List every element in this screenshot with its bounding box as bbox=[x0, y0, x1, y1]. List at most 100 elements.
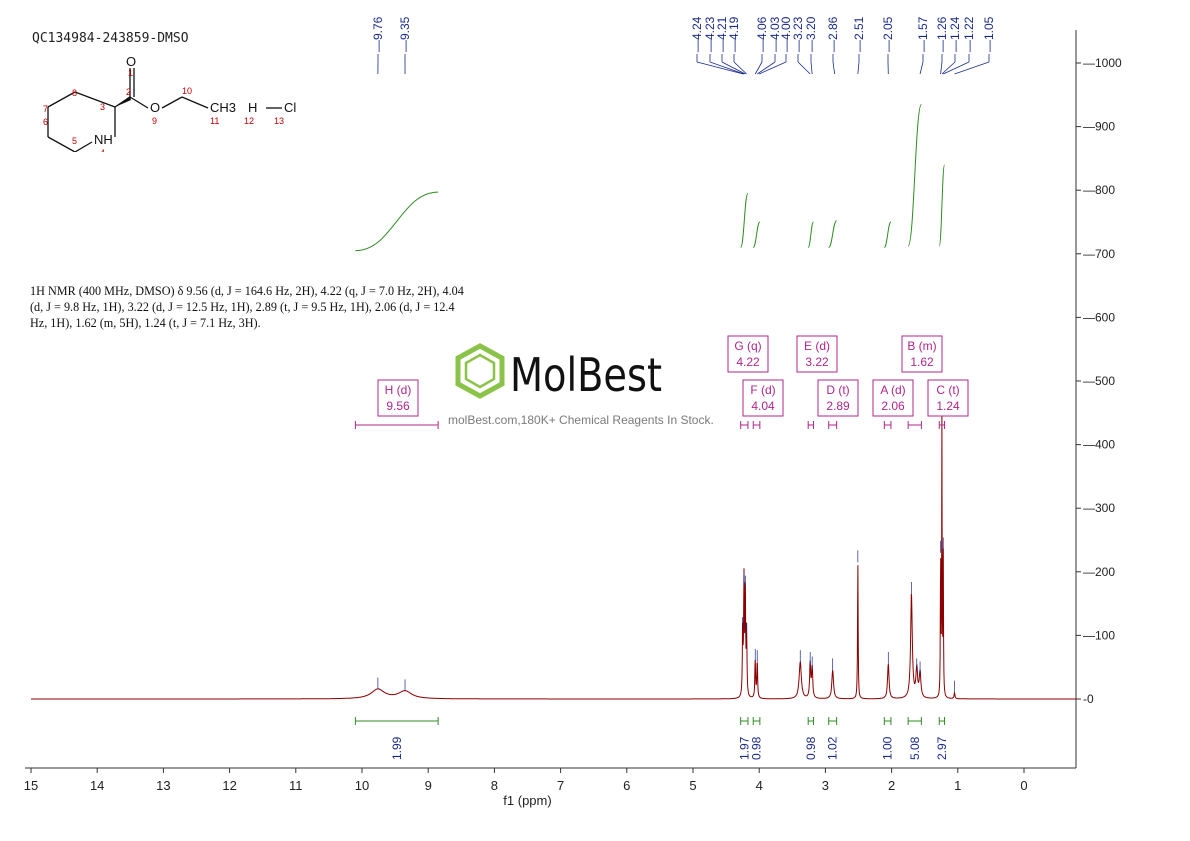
peak-label-leader bbox=[943, 61, 970, 75]
peak-label-leader bbox=[954, 61, 990, 75]
peak-label: —3.20 bbox=[804, 16, 818, 52]
x-tick-label: 0 bbox=[1020, 778, 1027, 793]
x-tick-label: 8 bbox=[491, 778, 498, 793]
multiplet-value: 4.04 bbox=[751, 399, 775, 413]
integral-curve bbox=[883, 221, 892, 248]
x-tick-label: 9 bbox=[425, 778, 432, 793]
multiplet-label: F (d) bbox=[750, 383, 775, 397]
x-tick-label: 2 bbox=[888, 778, 895, 793]
x-tick-label: 15 bbox=[24, 778, 38, 793]
multiplet-value: 9.56 bbox=[386, 399, 410, 413]
spectrum-line bbox=[31, 406, 1077, 700]
molecule-structure: O O NH CH3 H Cl 1 2 3 4 5 6 7 8 9 10 11 … bbox=[43, 54, 296, 152]
integral-curve bbox=[752, 221, 761, 248]
multiplet-box bbox=[901, 335, 943, 373]
peak-label: —4.24 bbox=[690, 16, 704, 52]
peak-label-leader bbox=[754, 61, 763, 75]
y-tick-label: —800 bbox=[1083, 183, 1115, 197]
multiplet-label: E (d) bbox=[804, 339, 830, 353]
atom-number: 5 bbox=[72, 136, 77, 146]
peak-label: —9.35 bbox=[398, 16, 412, 52]
atom-number: 12 bbox=[244, 116, 254, 126]
x-tick-label: 7 bbox=[557, 778, 564, 793]
integral-value: 1.99 bbox=[390, 736, 404, 760]
peak-label-leader bbox=[941, 61, 956, 75]
y-tick-label: —400 bbox=[1083, 438, 1115, 452]
peak-label-leader bbox=[696, 61, 744, 75]
x-tick-label: 12 bbox=[222, 778, 236, 793]
multiplet-value: 2.89 bbox=[826, 399, 850, 413]
x-tick-label: 1 bbox=[954, 778, 961, 793]
y-tick-label: —700 bbox=[1083, 247, 1115, 261]
atom-number: 11 bbox=[210, 116, 219, 126]
multiplet-box bbox=[927, 379, 969, 417]
multiplet-label: C (t) bbox=[936, 383, 959, 397]
molbest-logo: MolBest bbox=[455, 343, 662, 401]
nmr-description: 1H NMR (400 MHz, DMSO) δ 9.56 (d, J = 16… bbox=[30, 284, 464, 330]
peak-label: —1.05 bbox=[982, 16, 996, 52]
multiplet-label: H (d) bbox=[385, 383, 412, 397]
integral-curve bbox=[807, 221, 814, 248]
multiplet-box bbox=[727, 335, 769, 373]
peak-label: —2.51 bbox=[852, 16, 866, 52]
atom-number: 8 bbox=[72, 88, 77, 98]
atom-O-carbonyl: O bbox=[126, 54, 136, 69]
atom-NH: NH bbox=[94, 132, 113, 147]
y-tick-label: —200 bbox=[1083, 565, 1115, 579]
peak-label-leader bbox=[733, 61, 747, 75]
multiplet-box bbox=[377, 379, 419, 417]
multiplet-label: G (q) bbox=[734, 339, 761, 353]
x-tick-label: 11 bbox=[289, 778, 303, 793]
multiplet-label: B (m) bbox=[907, 339, 936, 353]
y-tick-label: —600 bbox=[1083, 310, 1115, 324]
x-tick-label: 10 bbox=[355, 778, 369, 793]
peak-label-leader bbox=[797, 61, 811, 75]
peak-label-leader bbox=[721, 61, 746, 75]
atom-number: 2 bbox=[126, 87, 131, 97]
atom-number: 7 bbox=[43, 104, 48, 114]
watermark-brand: MolBest bbox=[510, 348, 662, 401]
integral-value: 5.08 bbox=[908, 736, 922, 760]
y-tick-label: —100 bbox=[1083, 628, 1115, 642]
multiplet-box bbox=[872, 379, 914, 417]
multiplet-value: 3.22 bbox=[805, 355, 829, 369]
x-tick-label: 5 bbox=[689, 778, 696, 793]
peak-label: —4.19 bbox=[727, 16, 741, 52]
integral-value: 1.00 bbox=[881, 736, 895, 760]
peak-label: —4.03 bbox=[768, 16, 782, 52]
peak-label: —2.05 bbox=[881, 16, 895, 52]
peak-label: —1.22 bbox=[962, 16, 976, 52]
integral-curve bbox=[355, 191, 439, 252]
y-tick-label: -0 bbox=[1083, 692, 1094, 706]
peak-label: —3.23 bbox=[791, 16, 805, 52]
x-tick-label: 14 bbox=[90, 778, 104, 793]
integral-value: 2.97 bbox=[935, 736, 949, 760]
peak-label-leader bbox=[759, 61, 787, 75]
x-tick-label: 13 bbox=[156, 778, 170, 793]
atom-number: 1 bbox=[128, 68, 133, 78]
atom-O-ester: O bbox=[150, 100, 160, 115]
atom-number: 10 bbox=[182, 86, 192, 96]
peak-label-leader bbox=[756, 61, 776, 75]
multiplet-value: 1.62 bbox=[910, 355, 934, 369]
peak-label-leader bbox=[919, 61, 924, 75]
x-axis-label: f1 (ppm) bbox=[503, 793, 551, 808]
watermark-tagline: molBest.com,180K+ Chemical Reagents In S… bbox=[448, 413, 714, 427]
atom-Cl: Cl bbox=[284, 100, 296, 115]
peak-label: —2.86 bbox=[826, 16, 840, 52]
atom-number: 4 bbox=[100, 148, 105, 152]
peak-label: —4.23 bbox=[703, 16, 717, 52]
integral-curve bbox=[938, 164, 946, 247]
peak-label: —1.24 bbox=[948, 16, 962, 52]
integral-curve bbox=[740, 192, 749, 248]
atom-number: 9 bbox=[152, 116, 157, 126]
peak-label-leader bbox=[832, 61, 836, 75]
y-tick-label: —500 bbox=[1083, 374, 1115, 388]
peak-label-leader bbox=[857, 61, 860, 75]
peak-label: —1.57 bbox=[916, 16, 930, 52]
y-tick-label: —1000 bbox=[1083, 56, 1122, 70]
x-tick-label: 3 bbox=[822, 778, 829, 793]
integral-value: 1.02 bbox=[826, 736, 840, 760]
multiplet-box bbox=[796, 335, 838, 373]
